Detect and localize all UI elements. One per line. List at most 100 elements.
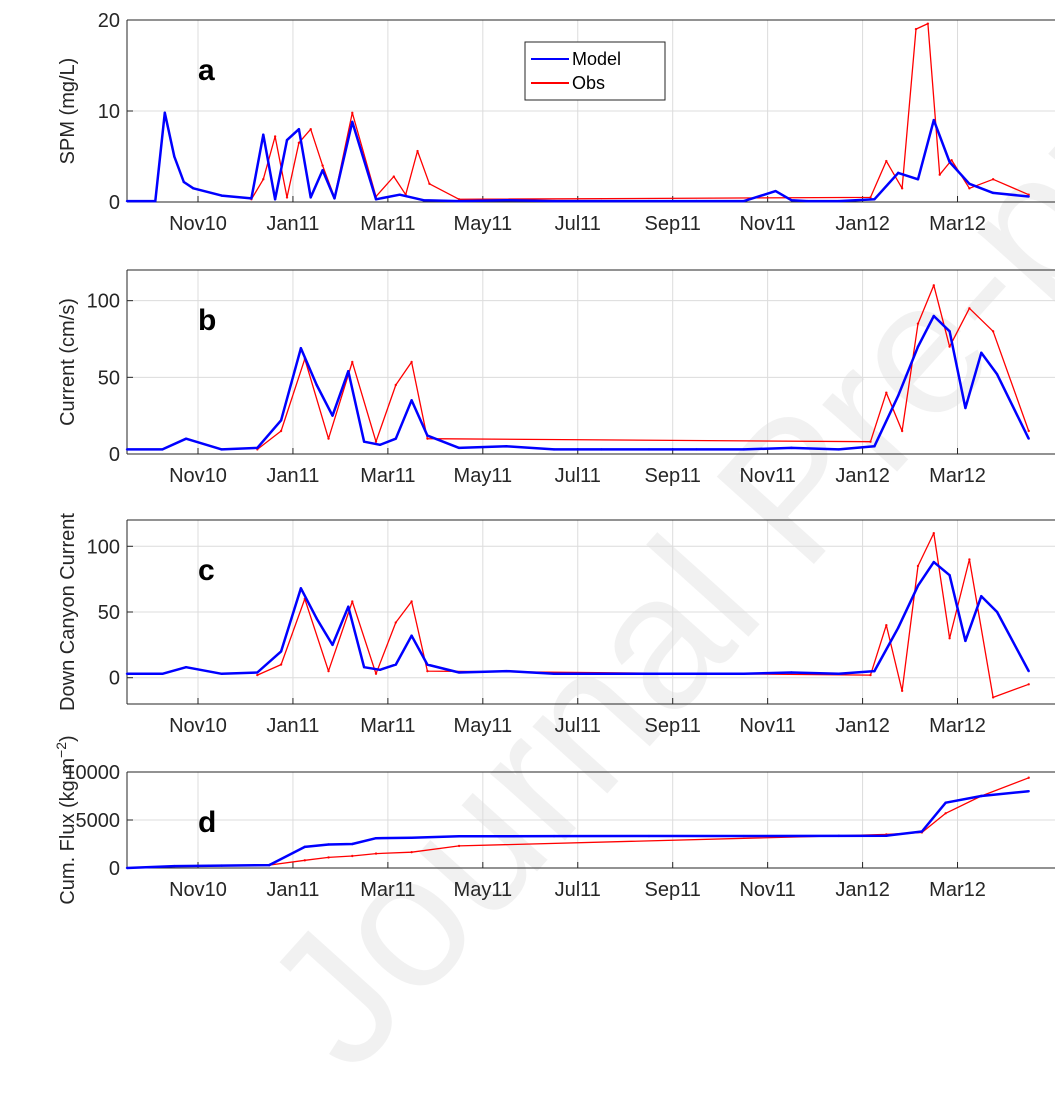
x-tick-label: Nov10	[169, 213, 227, 235]
panel-label: d	[198, 806, 216, 839]
data-point-model	[837, 199, 841, 203]
x-tick-label: May11	[454, 879, 513, 901]
x-tick-label: Jan11	[266, 465, 319, 487]
y-tick-label: 100	[87, 291, 120, 313]
data-point-model	[944, 801, 947, 804]
data-point-model	[351, 842, 354, 846]
y-tick-label: 5000	[76, 810, 121, 832]
data-point-model	[932, 560, 935, 564]
data-point-model	[742, 834, 746, 838]
data-point-model	[125, 866, 129, 870]
data-point-obs	[426, 669, 429, 673]
data-point-model	[600, 448, 603, 451]
data-point-obs	[885, 623, 888, 627]
data-point-model	[1027, 669, 1030, 673]
x-tick-label: Sep11	[645, 213, 701, 235]
data-point-model	[647, 199, 651, 203]
data-point-model	[896, 626, 900, 629]
data-point-model	[457, 446, 461, 450]
data-point-model	[410, 634, 413, 637]
x-tick-label: Jan12	[835, 879, 890, 901]
data-point-model	[331, 414, 334, 417]
data-point-obs	[914, 27, 918, 31]
data-point-model	[964, 639, 967, 643]
data-point-model	[916, 345, 920, 348]
data-point-model	[805, 199, 809, 203]
data-point-obs	[991, 178, 995, 181]
x-tick-label: Jul11	[555, 213, 601, 235]
data-point-model	[964, 406, 967, 410]
data-point-obs	[327, 856, 330, 859]
data-point-model	[220, 194, 223, 197]
data-point-model	[552, 199, 556, 203]
data-point-model	[695, 199, 698, 203]
data-point-model	[647, 448, 651, 451]
data-point-obs	[900, 429, 904, 433]
x-tick-label: Nov11	[739, 879, 795, 901]
x-tick-label: Jan12	[835, 465, 890, 487]
data-point-model	[932, 118, 935, 122]
data-point-model	[125, 199, 129, 203]
x-tick-label: Sep11	[645, 715, 701, 737]
data-point-model	[980, 794, 983, 798]
data-point-model	[873, 198, 876, 201]
data-point-model	[327, 843, 330, 846]
data-point-obs	[991, 696, 995, 699]
data-point-model	[347, 370, 350, 373]
y-tick-label: 0	[109, 192, 120, 214]
y-tick-label: 0	[109, 668, 120, 690]
data-point-obs	[327, 669, 330, 673]
data-point-model	[315, 617, 318, 620]
data-point-obs	[932, 284, 935, 287]
data-point-model	[220, 448, 223, 451]
data-point-model	[552, 448, 556, 451]
data-point-obs	[932, 531, 935, 535]
x-tick-label: Jan12	[835, 715, 890, 737]
data-point-model	[896, 171, 900, 175]
data-point-model	[1027, 790, 1030, 793]
data-point-model	[256, 671, 259, 674]
data-point-obs	[394, 621, 397, 624]
data-point-model	[837, 448, 841, 451]
data-point-model	[948, 330, 951, 333]
data-point-obs	[948, 345, 951, 348]
data-point-model	[968, 182, 971, 185]
data-point-model	[695, 672, 698, 675]
data-point-obs	[351, 600, 354, 603]
data-point-obs	[410, 600, 413, 603]
y-tick-label: 100	[87, 536, 120, 558]
x-tick-label: Nov11	[739, 213, 795, 235]
data-point-obs	[428, 182, 431, 185]
data-point-model	[1027, 195, 1030, 198]
data-point-model	[920, 830, 924, 833]
y-axis-label: SPM (mg/L)	[57, 58, 79, 165]
y-tick-label: 0	[109, 858, 120, 880]
data-point-model	[647, 672, 651, 675]
data-point-model	[331, 643, 334, 647]
data-point-model	[995, 610, 999, 614]
data-point-obs	[457, 844, 461, 848]
data-point-obs	[991, 330, 995, 333]
data-point-obs	[416, 149, 419, 153]
x-tick-label: Sep11	[645, 465, 701, 487]
data-point-model	[995, 373, 999, 376]
x-tick-label: Jan12	[835, 213, 890, 235]
data-point-model	[916, 178, 920, 181]
data-point-model	[161, 448, 164, 451]
data-point-obs	[926, 22, 930, 25]
data-point-obs	[900, 689, 904, 693]
data-point-obs	[374, 440, 378, 443]
x-tick-label: Nov10	[169, 465, 227, 487]
x-tick-label: May11	[454, 465, 513, 487]
data-point-obs	[968, 558, 971, 561]
data-point-obs	[944, 812, 947, 815]
data-point-model	[552, 672, 556, 675]
y-axis-label-end: )	[57, 735, 79, 742]
data-point-model	[173, 155, 176, 158]
x-tick-label: Mar11	[360, 715, 415, 737]
data-point-model	[837, 672, 841, 675]
data-point-obs	[426, 437, 429, 440]
y-tick-label: 50	[98, 367, 120, 389]
data-point-model	[426, 663, 429, 666]
data-point-model	[220, 672, 223, 675]
